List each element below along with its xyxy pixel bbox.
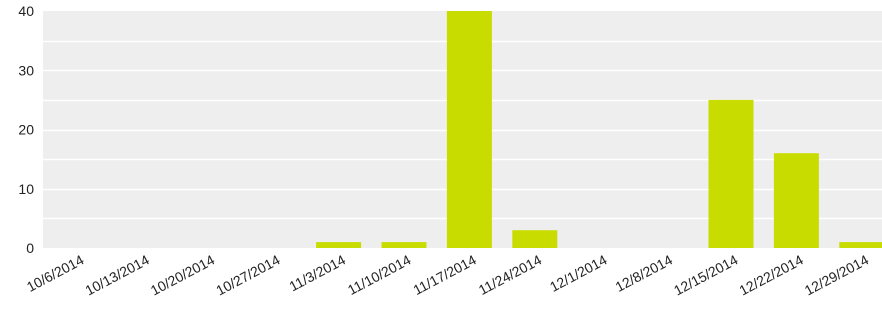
y-tick-label: 30 bbox=[18, 62, 34, 78]
bar-12-15-2014 bbox=[708, 99, 754, 249]
y-axis-tick-labels: 0 10 20 30 40 bbox=[18, 3, 34, 256]
x-tick-label: 11/3/2014 bbox=[286, 251, 348, 294]
y-tick-label: 20 bbox=[18, 122, 34, 138]
x-tick-label: 11/24/2014 bbox=[476, 251, 545, 298]
bar-12-29-2014 bbox=[839, 242, 882, 248]
x-tick-label: 10/20/2014 bbox=[148, 251, 218, 298]
bar-11-10-2014 bbox=[381, 242, 427, 248]
bar-12-22-2014 bbox=[773, 153, 819, 248]
x-tick-label: 10/6/2014 bbox=[24, 251, 87, 294]
x-tick-label: 11/10/2014 bbox=[345, 251, 414, 298]
bars bbox=[316, 11, 882, 249]
y-tick-label: 40 bbox=[18, 3, 34, 19]
bar-11-3-2014 bbox=[316, 242, 362, 248]
y-tick-label: 10 bbox=[18, 181, 34, 197]
x-tick-label: 11/17/2014 bbox=[410, 251, 479, 298]
x-tick-label: 12/22/2014 bbox=[736, 251, 806, 298]
bar-11-24-2014 bbox=[512, 230, 558, 248]
x-tick-label: 12/1/2014 bbox=[547, 251, 610, 294]
y-tick-label: 0 bbox=[26, 240, 34, 256]
x-tick-label: 10/27/2014 bbox=[213, 251, 283, 298]
x-tick-label: 12/15/2014 bbox=[671, 251, 741, 298]
bar-11-17-2014 bbox=[446, 11, 492, 248]
x-tick-label: 12/8/2014 bbox=[612, 251, 675, 294]
x-tick-label: 10/13/2014 bbox=[82, 251, 152, 298]
x-tick-label: 12/29/2014 bbox=[802, 251, 872, 298]
